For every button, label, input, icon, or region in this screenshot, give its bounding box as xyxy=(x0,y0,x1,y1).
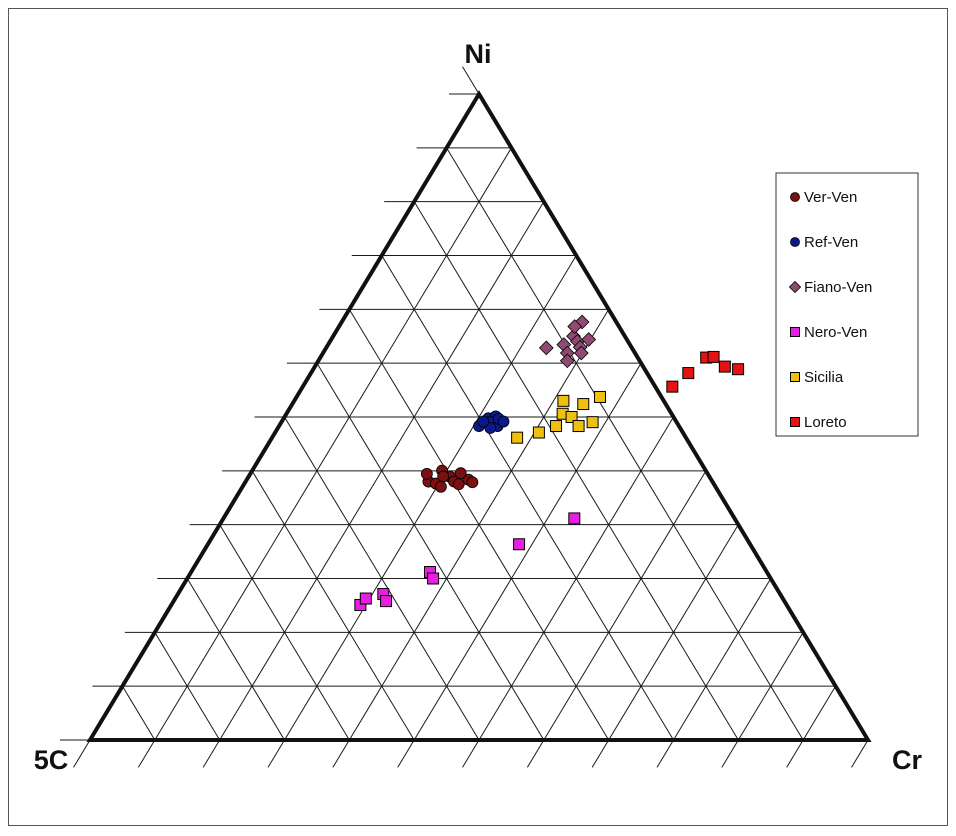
point-nero-ven xyxy=(513,538,526,551)
legend-label-sicilia: Sicilia xyxy=(804,369,844,386)
grid-line-parallel-right xyxy=(446,147,804,741)
tick-right-edge xyxy=(462,66,480,95)
point-nero-ven xyxy=(359,592,372,605)
chart-frame: Ni 5C Cr Ver-Ven Ref-Ven Fiano-Ven Nero-Ven… xyxy=(8,8,948,826)
point-sicilia xyxy=(565,411,578,423)
point-fiano-ven xyxy=(559,353,575,369)
legend: Ver-Ven Ref-Ven Fiano-Ven Nero-Ven Sicilia Lo… xyxy=(775,172,919,437)
legend-marker-fiano-ven xyxy=(788,280,802,294)
grid-line-parallel-left xyxy=(608,524,739,741)
legend-label-ver-ven: Ver-Ven xyxy=(804,189,857,206)
legend-label-ref-ven: Ref-Ven xyxy=(804,234,858,251)
tick-bottom-edge xyxy=(656,739,674,768)
triangle-border xyxy=(86,90,872,742)
point-sicilia xyxy=(550,420,563,433)
grid-line-parallel-left xyxy=(413,362,642,741)
tick-bottom-edge xyxy=(332,739,350,768)
point-sicilia xyxy=(572,420,585,433)
point-nero-ven xyxy=(427,572,440,585)
legend-marker-ref-ven xyxy=(790,237,800,247)
point-loreto xyxy=(707,350,720,363)
point-fiano-ven xyxy=(567,319,583,334)
tick-bottom-edge xyxy=(526,739,545,768)
tick-bottom-edge xyxy=(73,739,91,768)
tick-bottom-edge xyxy=(397,739,415,768)
tick-bottom-edge xyxy=(267,739,285,768)
point-ver-ven xyxy=(434,480,447,493)
point-nero-ven xyxy=(380,595,393,608)
point-loreto xyxy=(682,367,695,380)
point-sicilia xyxy=(532,426,545,439)
grid-line-parallel-right xyxy=(316,362,545,741)
vertex-label-bottom-right: Cr xyxy=(892,745,922,775)
legend-marker-sicilia xyxy=(790,372,800,382)
grid-line-parallel-right xyxy=(251,470,415,741)
tick-bottom-edge xyxy=(591,739,610,768)
data-points xyxy=(354,314,745,611)
tick-bottom-edge xyxy=(202,739,221,768)
grid-line-parallel-right xyxy=(154,632,221,741)
point-fiano-ven xyxy=(581,332,597,347)
tick-bottom-edge xyxy=(462,739,480,768)
legend-box xyxy=(775,172,919,437)
point-ver-ven xyxy=(454,467,467,480)
tick-bottom-edge xyxy=(851,739,869,768)
point-loreto xyxy=(718,360,731,373)
point-loreto xyxy=(732,363,745,376)
point-ref-ven xyxy=(497,415,510,428)
grid-line-parallel-right xyxy=(186,578,285,741)
point-sicilia xyxy=(557,394,570,407)
point-ref-ven xyxy=(477,415,490,428)
point-sicilia xyxy=(593,390,606,403)
point-fiano-ven xyxy=(573,345,589,361)
point-loreto xyxy=(666,380,679,393)
ternary-chart: Ni 5C Cr Ver-Ven Ref-Ven Fiano-Ven Nero-Ven… xyxy=(34,39,923,775)
legend-label-nero-ven: Nero-Ven xyxy=(804,324,867,341)
point-sicilia xyxy=(577,398,590,411)
point-ver-ven xyxy=(466,476,479,489)
grid-line-parallel-right xyxy=(121,685,156,741)
grid-line-parallel-left xyxy=(154,147,512,741)
tick-bottom-edge xyxy=(137,739,156,768)
grid-line-parallel-left xyxy=(348,309,610,741)
point-sicilia xyxy=(586,416,599,429)
grid-line-parallel-left xyxy=(478,416,674,741)
grid-line-parallel-left xyxy=(673,578,772,741)
point-ver-ven xyxy=(452,478,465,491)
triangle-outline xyxy=(86,90,872,742)
vertex-label-top: Ni xyxy=(465,39,492,69)
grid-line-parallel-right xyxy=(284,416,480,741)
point-fiano-ven xyxy=(538,340,554,356)
vertex-label-bottom-left: 5C xyxy=(34,745,69,775)
tick-bottom-edge xyxy=(786,739,804,768)
legend-marker-loreto xyxy=(790,417,800,427)
grid-line-parallel-left xyxy=(284,255,577,741)
point-sicilia xyxy=(511,431,524,444)
tick-bottom-edge xyxy=(721,739,739,768)
legend-marker-ver-ven xyxy=(790,192,800,202)
point-ver-ven xyxy=(437,470,450,483)
grid-layer xyxy=(121,147,837,741)
grid-line-parallel-left xyxy=(802,685,837,741)
point-ver-ven xyxy=(420,467,433,480)
grid-line-parallel-right xyxy=(219,524,350,741)
grid-line-parallel-right xyxy=(381,255,674,741)
legend-marker-nero-ven xyxy=(790,327,800,337)
legend-label-loreto: Loreto xyxy=(804,414,847,431)
legend-label-fiano-ven: Fiano-Ven xyxy=(804,279,872,296)
grid-line-parallel-left xyxy=(737,632,804,741)
grid-line-parallel-left xyxy=(543,470,707,741)
point-nero-ven xyxy=(568,512,581,525)
